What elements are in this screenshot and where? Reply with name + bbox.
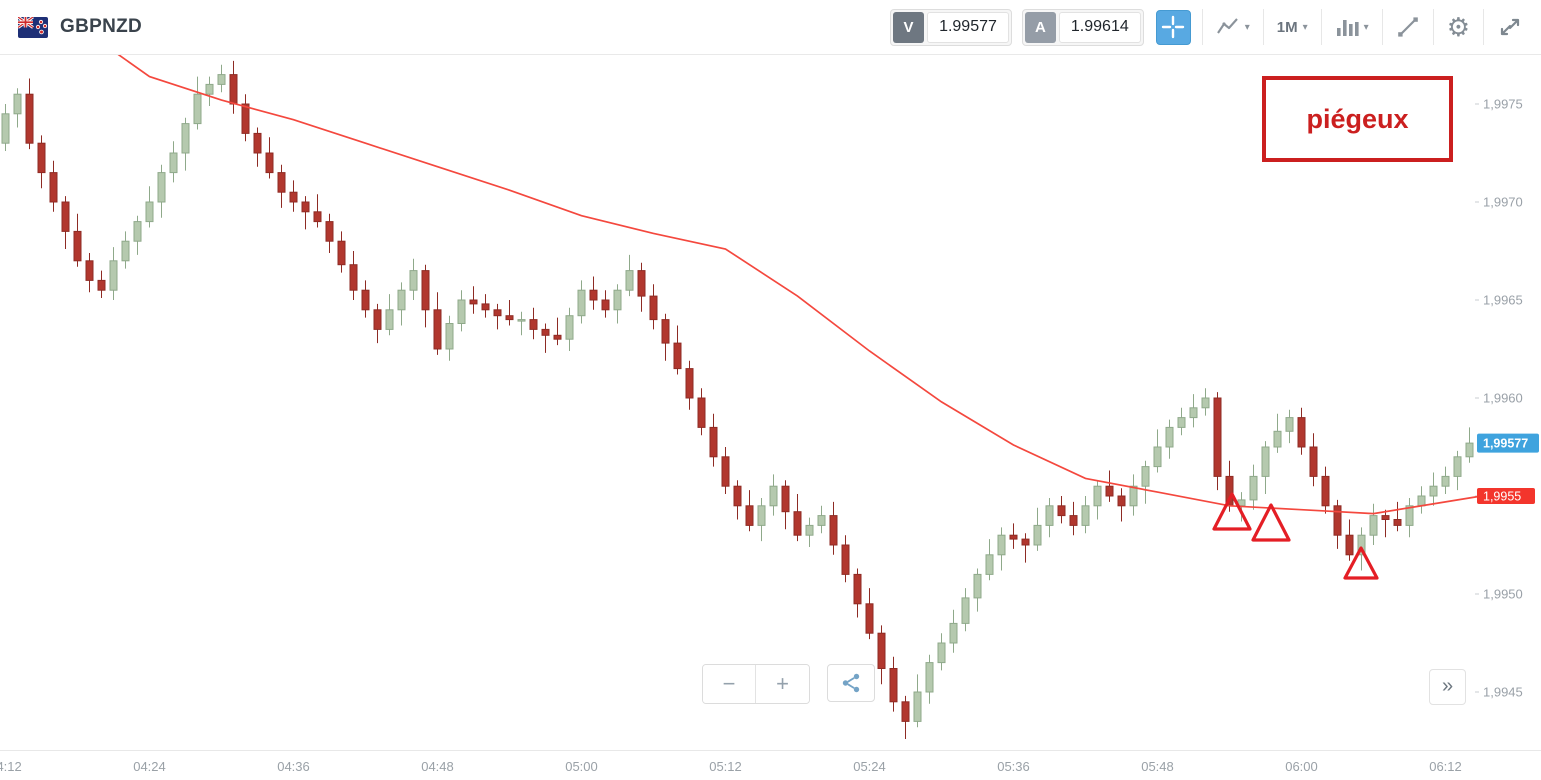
share-icon (842, 673, 860, 693)
buy-button[interactable]: A (1024, 11, 1056, 43)
instrument-header: GBPNZD (18, 16, 142, 38)
symbol-title: GBPNZD (60, 16, 143, 37)
sell-button[interactable]: V (893, 11, 925, 43)
svg-text:1,9965: 1,9965 (1483, 293, 1523, 308)
zoom-in-button[interactable]: + (756, 665, 809, 703)
zoom-out-button[interactable]: − (703, 665, 756, 703)
time-label: 04:48 (421, 759, 454, 774)
toolbar-separator (1381, 9, 1383, 45)
annotation-note-text: piégeux (1306, 103, 1409, 134)
buy-quote-group[interactable]: A 1.99614 (1021, 8, 1144, 46)
collapse-panel-button[interactable]: » (1429, 669, 1466, 705)
time-label: 05:36 (997, 759, 1030, 774)
time-axis[interactable]: 04:12 04:24 04:36 04:48 05:00 05:12 05:24 05:36… (0, 750, 1541, 780)
moving-average-line (117, 55, 1482, 515)
timeframe-label: 1M (1276, 18, 1298, 36)
trendline-icon (1397, 17, 1418, 37)
time-label: 06:00 (1285, 759, 1318, 774)
svg-text:1,9955: 1,9955 (1483, 490, 1521, 504)
chevron-down-icon: ▾ (1244, 21, 1250, 33)
time-label: 05:48 (1141, 759, 1174, 774)
annotation-note-box[interactable]: piégeux (1262, 76, 1453, 162)
chevron-down-icon: ▾ (1302, 21, 1308, 33)
gear-icon: ⚙ (1446, 12, 1470, 42)
chevron-down-icon: ▾ (1363, 21, 1369, 33)
timeframe-dropdown[interactable]: 1M ▾ (1273, 17, 1312, 38)
triangle-marker[interactable] (1212, 492, 1252, 531)
double-chevron-icon: » (1441, 674, 1454, 697)
buy-price: 1.99614 (1058, 11, 1141, 43)
share-button[interactable] (827, 664, 875, 702)
triangle-marker[interactable] (1343, 546, 1379, 580)
svg-text:1,9945: 1,9945 (1483, 685, 1523, 700)
crosshair-icon (1162, 15, 1185, 39)
toolbar-separator (1262, 9, 1264, 45)
time-label: 05:00 (565, 759, 598, 774)
time-label: 04:12 (0, 759, 22, 774)
svg-text:1,9970: 1,9970 (1483, 195, 1523, 210)
toolbar-separator (1432, 9, 1434, 45)
price-tags: 1,9955 1,99577 (1477, 433, 1539, 504)
price-axis-labels: 1,9975 1,9970 1,9965 1,9960 1,9955 1,9950 1,99… (1475, 97, 1523, 700)
svg-text:1,9960: 1,9960 (1483, 391, 1523, 406)
fullscreen-button[interactable] (1493, 12, 1527, 42)
indicators-button[interactable]: ▾ (1331, 13, 1373, 41)
svg-text:1,9950: 1,9950 (1483, 587, 1523, 602)
pair-flags-icon (18, 16, 48, 38)
chart-toolbar: V 1.99577 A 1.99614 ▾ 1M ▾ (890, 8, 1527, 46)
price-chart[interactable]: 1,9975 1,9970 1,9965 1,9960 1,9955 1,9950 1,99… (0, 55, 1541, 750)
svg-text:1,9975: 1,9975 (1483, 97, 1523, 112)
time-label: 04:36 (277, 759, 310, 774)
toolbar-separator (1201, 9, 1203, 45)
toolbar-separator (1483, 9, 1484, 45)
line-chart-icon (1216, 18, 1238, 34)
settings-button[interactable]: ⚙ (1443, 12, 1474, 42)
draw-tool-button[interactable] (1392, 13, 1424, 41)
histogram-icon (1336, 20, 1359, 36)
toolbar-separator (1320, 9, 1322, 45)
time-label: 05:12 (709, 759, 742, 774)
expand-icon (1500, 18, 1520, 36)
svg-text:1,99577: 1,99577 (1483, 437, 1528, 451)
sell-price: 1.99577 (927, 11, 1009, 43)
crosshair-button[interactable] (1155, 9, 1191, 45)
time-label: 04:24 (133, 759, 166, 774)
top-toolbar: GBPNZD V 1.99577 A 1.99614 ▾ 1M ▾ (0, 0, 1541, 55)
candles-layer (1, 60, 1474, 739)
time-label: 05:24 (853, 759, 886, 774)
sell-quote-group[interactable]: V 1.99577 (890, 8, 1012, 46)
chart-area: 1,9975 1,9970 1,9965 1,9960 1,9955 1,9950 1,99… (0, 55, 1541, 750)
chart-type-button[interactable]: ▾ (1212, 13, 1254, 41)
time-label: 06:12 (1429, 759, 1462, 774)
triangle-markers[interactable] (1212, 492, 1379, 580)
triangle-marker[interactable] (1251, 503, 1291, 542)
zoom-controls: − + (702, 664, 810, 704)
